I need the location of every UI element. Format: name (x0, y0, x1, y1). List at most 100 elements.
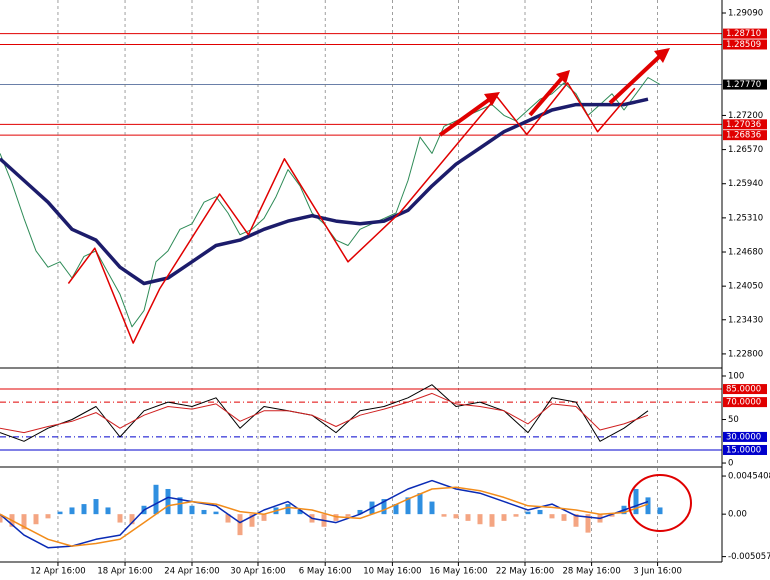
histogram-bar (117, 514, 123, 523)
x-tick-label: 18 Apr 16:00 (97, 567, 152, 577)
arrow (438, 97, 492, 137)
series-line (0, 384, 649, 442)
histogram-bar (129, 514, 135, 525)
y-tick-label: 1.24680 (728, 248, 763, 258)
y-tick-label: 1.29090 (728, 9, 763, 19)
histogram-bar (261, 514, 267, 521)
level-label: 1.26836 (726, 131, 761, 141)
y-tick-label: 1.25310 (728, 213, 763, 223)
x-tick-label: 12 Apr 16:00 (30, 567, 85, 577)
histogram-bar (405, 497, 411, 515)
histogram-bar (225, 514, 231, 523)
level-label-bg (723, 28, 767, 39)
histogram-bar (357, 509, 363, 515)
histogram-bar (189, 505, 195, 515)
histogram-bar (0, 514, 3, 523)
histogram-bar (537, 509, 543, 515)
y-tick-label: 1.26570 (728, 145, 763, 155)
series-line (67, 82, 636, 344)
y-tick-label: -0.0050573 (728, 552, 770, 562)
level-label: 85.0000 (726, 385, 761, 395)
histogram-bar (609, 514, 615, 517)
y-tick-label: 1.25940 (728, 179, 763, 189)
histogram-bar (417, 493, 423, 515)
level-label: 70.0000 (726, 398, 761, 408)
level-label: 30.0000 (726, 432, 761, 442)
histogram-bar (429, 501, 435, 515)
level-label-bg (723, 130, 767, 141)
y-tick-label: 50 (728, 415, 739, 425)
histogram-bar (393, 504, 399, 515)
y-tick-label: 1.22800 (728, 349, 763, 359)
x-tick-label: 28 May 16:00 (562, 567, 620, 577)
plot-layer (0, 0, 722, 562)
histogram-bar (381, 499, 387, 515)
histogram-bar (657, 507, 663, 515)
histogram-bar (213, 511, 219, 515)
x-tick-label: 22 May 16:00 (496, 567, 554, 577)
level-label-bg (723, 444, 767, 455)
histogram-bar (561, 514, 567, 521)
histogram-bar (525, 511, 531, 515)
histogram-bar (237, 514, 243, 536)
level-label: 1.28710 (726, 29, 761, 39)
histogram-bar (489, 514, 495, 527)
y-tick-label: 1.24050 (728, 282, 763, 292)
x-tick-label: 24 Apr 16:00 (164, 567, 219, 577)
y-tick-label: 1.23430 (728, 315, 763, 325)
y-tick-label: 0.0045408 (728, 472, 770, 482)
histogram-bar (249, 514, 255, 527)
histogram-bar (105, 507, 111, 515)
level-label: 1.28509 (726, 40, 761, 50)
histogram-bar (465, 514, 471, 521)
x-tick-label: 16 May 16:00 (429, 567, 487, 577)
histogram-bar (93, 499, 99, 515)
histogram-bar (573, 514, 579, 527)
histogram-bar (633, 488, 639, 515)
level-label-bg (723, 119, 767, 130)
histogram-bar (201, 509, 207, 515)
y-tick-label: 0.00 (728, 510, 747, 520)
level-label-bg (723, 397, 767, 408)
level-label: 1.27770 (726, 80, 761, 90)
x-tick-label: 3 Jun 16:00 (633, 567, 682, 577)
histogram-bar (345, 514, 351, 517)
y-tick-label: 1.27200 (728, 111, 763, 121)
histogram-bar (285, 504, 291, 515)
arrow-head (556, 70, 570, 84)
histogram-bar (477, 514, 483, 525)
highlight-circle (628, 474, 692, 532)
histogram-bar (513, 514, 519, 517)
x-tick-label: 30 Apr 16:00 (230, 567, 285, 577)
histogram-bar (501, 514, 507, 521)
level-label-bg (723, 79, 767, 90)
level-label: 15.0000 (726, 445, 761, 455)
histogram-bar (57, 511, 63, 515)
level-label-bg (723, 39, 767, 50)
y-tick-label: 100 (728, 372, 744, 382)
histogram-bar (81, 504, 87, 515)
y-tick-label: 0 (728, 459, 733, 469)
histogram-bar (45, 514, 51, 519)
arrow-head (484, 92, 500, 106)
series-line (0, 97, 649, 286)
arrow (608, 54, 662, 105)
histogram-bar (33, 514, 39, 525)
histogram-bar (297, 509, 303, 515)
level-label-bg (723, 431, 767, 442)
series-line (0, 486, 649, 547)
x-tick-label: 10 May 16:00 (363, 567, 421, 577)
x-tick-label: 6 May 16:00 (299, 567, 352, 577)
histogram-bar (21, 514, 27, 530)
level-label-bg (723, 384, 767, 395)
histogram-bar (153, 484, 159, 515)
histogram-bar (441, 514, 447, 517)
arrow (528, 76, 564, 117)
histogram-bar (453, 514, 459, 519)
arrows (438, 48, 670, 137)
histogram-bar (69, 507, 75, 515)
level-label: 1.27036 (726, 120, 761, 130)
series-line (0, 392, 649, 434)
